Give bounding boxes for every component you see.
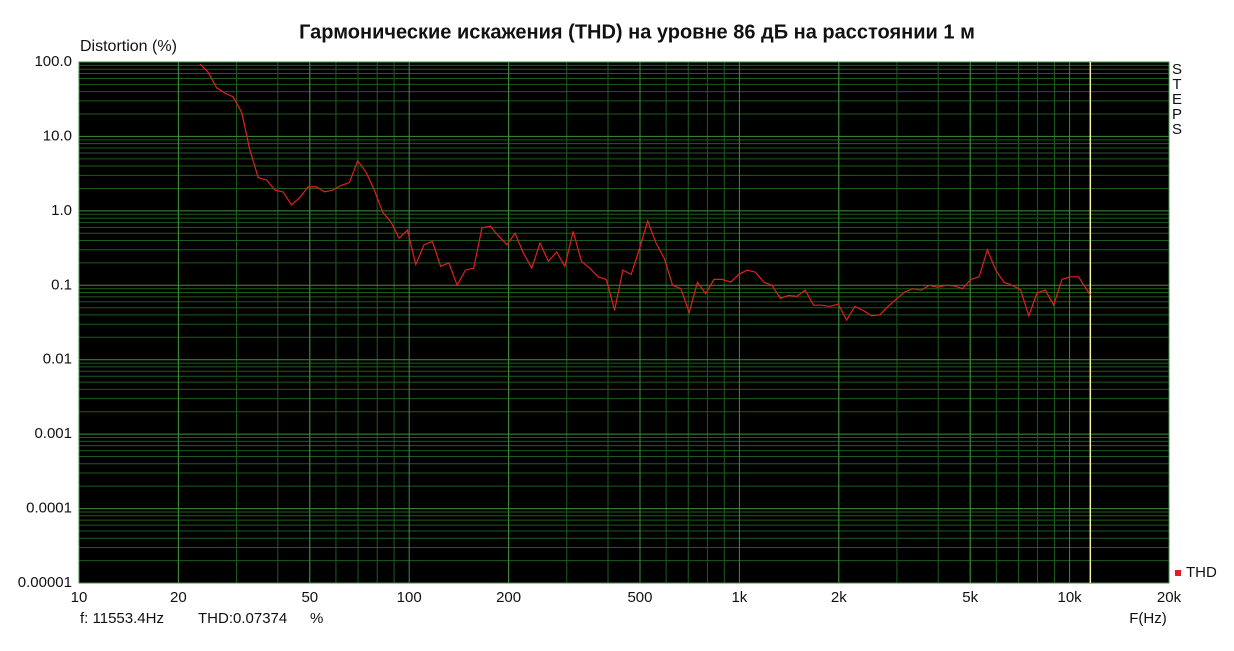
cursor-unit: %: [310, 610, 323, 627]
y-tick-label: 0.001: [34, 425, 72, 442]
x-tick-label: 200: [496, 589, 521, 606]
x-tick-label: 5k: [962, 589, 978, 606]
series-line: [199, 63, 1091, 322]
y-tick-label: 0.01: [43, 351, 72, 368]
legend-label: THD: [1186, 564, 1217, 581]
y-tick-label: 100.0: [34, 53, 72, 70]
x-tick-label: 100: [397, 589, 422, 606]
x-tick-label: 20k: [1157, 589, 1182, 606]
y-tick-label: 0.0001: [26, 500, 72, 517]
y-tick-label: 10.0: [43, 127, 72, 144]
x-tick-label: 10k: [1058, 589, 1083, 606]
x-tick-label: 2k: [831, 589, 847, 606]
x-tick-label: 50: [301, 589, 318, 606]
x-tick-label: 1k: [731, 589, 747, 606]
x-tick-label: 500: [627, 589, 652, 606]
plot-area: [78, 61, 1170, 584]
y-tick-label: 0.00001: [18, 574, 72, 591]
x-tick-label: 20: [170, 589, 187, 606]
cursor-frequency: f: 11553.4Hz: [80, 610, 164, 627]
legend-swatch: [1175, 570, 1181, 576]
y-tick-label: 1.0: [51, 202, 72, 219]
y-axis-label: Distortion (%): [80, 38, 177, 55]
x-tick-label: 10: [71, 589, 88, 606]
cursor-value: THD:0.07374: [198, 610, 287, 627]
y-tick-label: 0.1: [51, 276, 72, 293]
marks: [199, 62, 1092, 583]
chart-title: Гармонические искажения (THD) на уровне …: [299, 21, 975, 43]
side-label: STEPS: [1172, 61, 1183, 138]
x-axis-label: F(Hz): [1129, 610, 1167, 627]
grid: [78, 61, 1170, 584]
